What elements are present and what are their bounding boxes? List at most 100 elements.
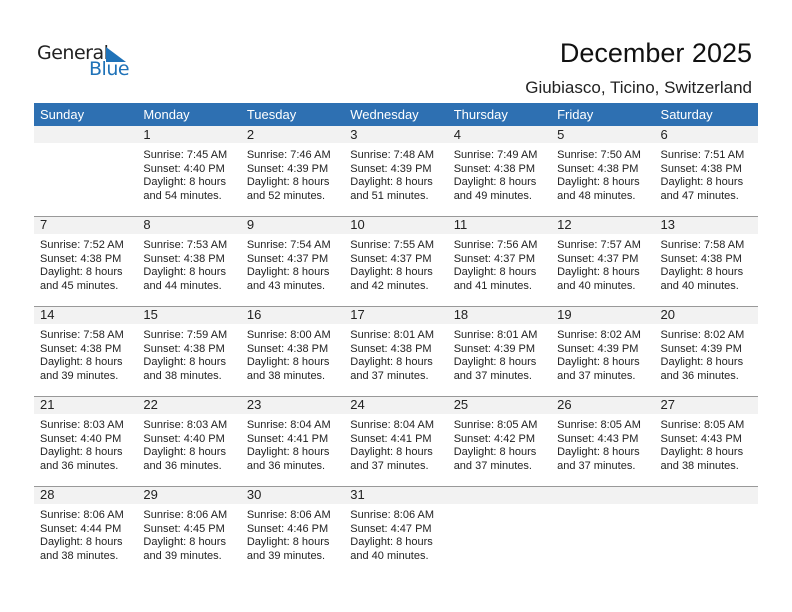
daylight-minutes-text: and 37 minutes.: [453, 459, 532, 472]
daylight-text: Daylight: 8 hours: [143, 356, 226, 368]
sunset-text: Sunset: 4:39 PM: [557, 342, 639, 355]
sunset-text: Sunset: 4:38 PM: [453, 162, 536, 175]
date-bar: [34, 486, 758, 504]
day-number: 17: [350, 307, 365, 322]
daylight-text: Daylight: 8 hours: [350, 536, 433, 548]
day-number: 28: [40, 487, 55, 502]
day-cell: 1 Sunrise: 7:45 AM Sunset: 4:40 PM Daylight…: [137, 126, 240, 203]
daylight-minutes-text: and 52 minutes.: [246, 189, 326, 202]
sunrise-text: Sunrise: 8:02 AM: [660, 329, 745, 341]
day-number: 14: [40, 307, 55, 322]
day-number: 25: [453, 397, 469, 412]
day-cell: 10 Sunrise: 7:55 AM Sunset: 4:37 PM Dayligh…: [344, 216, 447, 293]
sunrise-text: Sunrise: 7:58 AM: [660, 239, 745, 251]
location-subtitle: Giubiasco, Ticino, Switzerland: [525, 78, 752, 97]
sunrise-text: Sunrise: 7:45 AM: [143, 149, 228, 161]
sunset-text: Sunset: 4:47 PM: [350, 522, 432, 535]
daylight-minutes-text: and 38 minutes.: [143, 369, 222, 382]
day-number: 26: [557, 397, 572, 412]
daylight-text: Daylight: 8 hours: [557, 446, 640, 458]
daylight-minutes-text: and 39 minutes.: [246, 549, 326, 562]
day-cell: 4 Sunrise: 7:49 AM Sunset: 4:38 PM Daylight…: [448, 126, 551, 203]
sunrise-text: Sunrise: 8:04 AM: [350, 419, 435, 431]
sunset-text: Sunset: 4:38 PM: [143, 252, 225, 265]
week-row: 7 Sunrise: 7:52 AM Sunset: 4:38 PM Daylight…: [34, 216, 758, 306]
daylight-minutes-text: and 49 minutes.: [453, 189, 532, 202]
daylight-minutes-text: and 43 minutes.: [246, 279, 326, 292]
day-number: 13: [660, 217, 675, 232]
day-cell: 30 Sunrise: 8:06 AM Sunset: 4:46 PM Dayligh…: [241, 486, 344, 563]
day-number: 30: [246, 487, 262, 502]
day-cell: 9 Sunrise: 7:54 AM Sunset: 4:37 PM Daylight…: [241, 216, 344, 293]
daylight-text: Daylight: 8 hours: [453, 446, 537, 458]
sunset-text: Sunset: 4:37 PM: [350, 252, 432, 265]
sunrise-text: Sunrise: 7:54 AM: [246, 239, 331, 251]
sunrise-text: Sunrise: 7:56 AM: [453, 239, 538, 251]
daylight-minutes-text: and 54 minutes.: [143, 189, 222, 202]
daylight-text: Daylight: 8 hours: [246, 266, 330, 278]
sunset-text: Sunset: 4:39 PM: [453, 342, 536, 355]
daylight-minutes-text: and 36 minutes.: [660, 369, 739, 382]
sunrise-text: Sunrise: 8:05 AM: [660, 419, 745, 431]
sunset-text: Sunset: 4:38 PM: [557, 162, 639, 175]
daylight-minutes-text: and 51 minutes.: [350, 189, 429, 202]
sunrise-text: Sunrise: 7:53 AM: [143, 239, 228, 251]
day-cell: 12 Sunrise: 7:57 AM Sunset: 4:37 PM Dayligh…: [551, 216, 654, 293]
week-row: 14 Sunrise: 7:58 AM Sunset: 4:38 PM Dayligh…: [34, 306, 758, 396]
day-cell: [448, 486, 551, 563]
sunset-text: Sunset: 4:40 PM: [143, 162, 225, 175]
daylight-minutes-text: and 44 minutes.: [143, 279, 222, 292]
day-cell: 14 Sunrise: 7:58 AM Sunset: 4:38 PM Dayligh…: [34, 306, 137, 383]
sunrise-text: Sunrise: 8:01 AM: [350, 329, 435, 341]
weekday-header: Sunday Monday Tuesday Wednesday Thursday Frid…: [34, 103, 758, 126]
day-number: 7: [40, 217, 48, 232]
sunset-text: Sunset: 4:40 PM: [143, 432, 225, 445]
sunrise-text: Sunrise: 7:48 AM: [350, 149, 435, 161]
sunrise-text: Sunrise: 8:06 AM: [246, 509, 331, 521]
daylight-text: Daylight: 8 hours: [246, 446, 330, 458]
daylight-text: Daylight: 8 hours: [557, 266, 640, 278]
day-cell: 3 Sunrise: 7:48 AM Sunset: 4:39 PM Daylight…: [344, 126, 447, 203]
daylight-text: Daylight: 8 hours: [143, 176, 226, 188]
daylight-text: Daylight: 8 hours: [40, 266, 123, 278]
sunset-text: Sunset: 4:43 PM: [557, 432, 639, 445]
day-number: 5: [557, 127, 565, 142]
sunset-text: Sunset: 4:37 PM: [557, 252, 639, 265]
sunrise-text: Sunrise: 7:55 AM: [350, 239, 435, 251]
daylight-minutes-text: and 37 minutes.: [350, 459, 429, 472]
page-title: December 2025: [559, 38, 752, 68]
weekday-saturday: Saturday: [660, 107, 713, 122]
day-number: 21: [40, 397, 55, 412]
daylight-text: Daylight: 8 hours: [557, 356, 640, 368]
weekday-tuesday: Tuesday: [246, 107, 297, 122]
sunrise-text: Sunrise: 8:06 AM: [40, 509, 124, 521]
daylight-text: Daylight: 8 hours: [40, 446, 123, 458]
daylight-minutes-text: and 38 minutes.: [246, 369, 326, 382]
daylight-minutes-text: and 40 minutes.: [350, 549, 429, 562]
sunset-text: Sunset: 4:43 PM: [660, 432, 742, 445]
daylight-minutes-text: and 41 minutes.: [453, 279, 532, 292]
calendar: Sunday Monday Tuesday Wednesday Thursday Frid…: [34, 103, 758, 576]
day-cell: 5 Sunrise: 7:50 AM Sunset: 4:38 PM Daylight…: [551, 126, 654, 203]
sunrise-text: Sunrise: 7:59 AM: [143, 329, 228, 341]
daylight-minutes-text: and 39 minutes.: [40, 369, 119, 382]
day-cell: 6 Sunrise: 7:51 AM Sunset: 4:38 PM Daylight…: [655, 126, 758, 203]
daylight-text: Daylight: 8 hours: [453, 176, 537, 188]
sunset-text: Sunset: 4:39 PM: [246, 162, 329, 175]
sunrise-text: Sunrise: 7:46 AM: [246, 149, 331, 161]
day-number: 11: [453, 217, 468, 232]
sunset-text: Sunset: 4:38 PM: [40, 252, 122, 265]
day-cell: [655, 486, 758, 563]
sunrise-text: Sunrise: 7:58 AM: [40, 329, 124, 341]
daylight-minutes-text: and 36 minutes.: [40, 459, 119, 472]
sunset-text: Sunset: 4:40 PM: [40, 432, 122, 445]
sunrise-text: Sunrise: 7:50 AM: [557, 149, 641, 161]
day-cell: 17 Sunrise: 8:01 AM Sunset: 4:38 PM Dayligh…: [344, 306, 447, 383]
daylight-minutes-text: and 40 minutes.: [557, 279, 636, 292]
day-number: 2: [246, 127, 255, 142]
sunrise-text: Sunrise: 8:05 AM: [453, 419, 538, 431]
day-number: 16: [246, 307, 262, 322]
sunrise-text: Sunrise: 7:49 AM: [453, 149, 538, 161]
daylight-text: Daylight: 8 hours: [350, 356, 433, 368]
day-number: 19: [557, 307, 572, 322]
